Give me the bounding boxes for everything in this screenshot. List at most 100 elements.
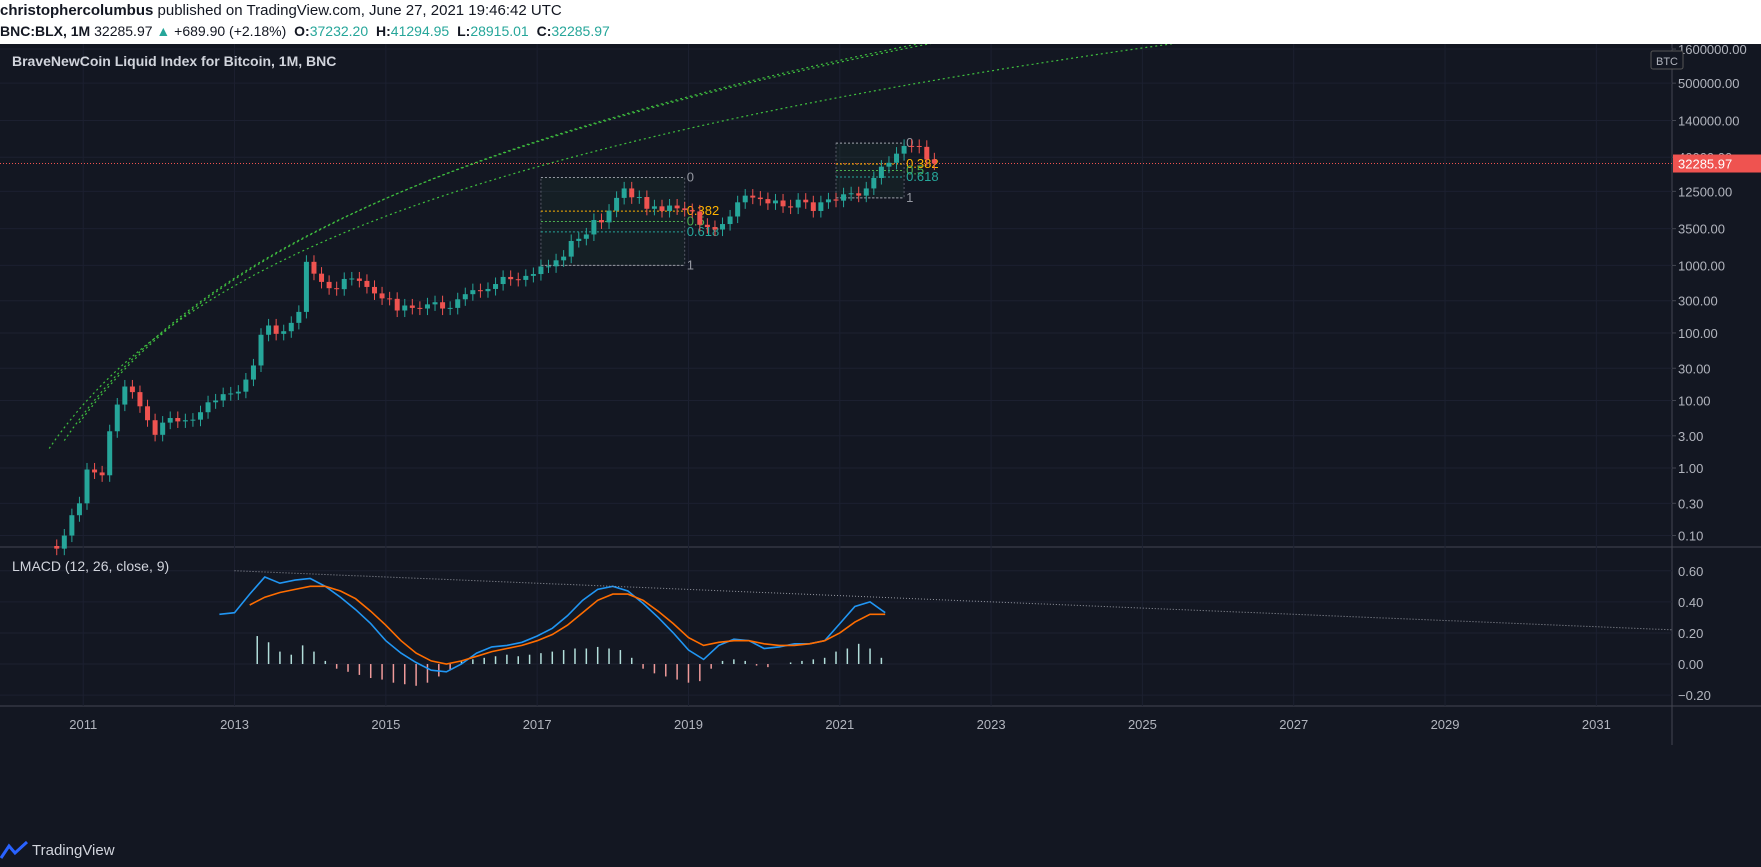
- candle-body: [523, 275, 529, 280]
- tradingview-brand[interactable]: TradingView: [0, 841, 115, 859]
- candle-body: [931, 159, 937, 164]
- candle-body: [727, 216, 733, 225]
- fib-level-label: 0.382: [687, 203, 720, 218]
- candle-body: [841, 194, 847, 201]
- candle-body: [54, 546, 60, 549]
- candle-body: [636, 197, 642, 199]
- candle-body: [349, 278, 355, 280]
- fib-level-label: 0.5: [906, 162, 924, 177]
- x-tick-label: 2011: [69, 717, 97, 732]
- candle-body: [546, 266, 552, 268]
- candle-body: [303, 261, 309, 312]
- candle-body: [205, 402, 211, 413]
- candle-body: [432, 302, 438, 305]
- macd-y-tick-label: 0.60: [1678, 564, 1703, 579]
- candle-body: [213, 400, 219, 403]
- candle-body: [750, 195, 756, 198]
- candle-body: [243, 379, 249, 392]
- fib-level-label: 0: [906, 135, 913, 150]
- fib-level-label: 0.618: [906, 169, 939, 184]
- author-name[interactable]: christophercolumbus: [0, 2, 154, 19]
- y-tick-label: 3500.00: [1678, 222, 1725, 237]
- candle-body: [735, 202, 741, 217]
- candle-body: [288, 322, 294, 332]
- growth-channel-curve: [78, 44, 921, 424]
- candle-body: [107, 431, 113, 476]
- candle-body: [371, 286, 377, 294]
- candle-body: [614, 197, 620, 211]
- candle-body: [576, 238, 582, 241]
- x-tick-label: 2023: [977, 717, 1006, 732]
- y-tick-label: 300.00: [1678, 294, 1718, 309]
- x-tick-label: 2025: [1128, 717, 1157, 732]
- x-tick-label: 2015: [371, 717, 400, 732]
- candle-body: [538, 266, 544, 275]
- publish-info: christophercolumbus published on Trading…: [0, 2, 562, 19]
- candle-body: [182, 420, 188, 422]
- fib-level-label: 1: [906, 190, 913, 205]
- candle-body: [508, 276, 514, 280]
- candle-body: [863, 188, 869, 196]
- candle-body: [644, 197, 650, 209]
- lmacd-pane: [219, 570, 1673, 686]
- candle-body: [228, 393, 234, 395]
- candle-body: [387, 298, 393, 300]
- candle-body: [145, 406, 151, 421]
- candle-body: [281, 331, 287, 334]
- symbol-label[interactable]: BNC:BLX, 1M: [0, 23, 91, 39]
- candle-body: [311, 261, 317, 274]
- growth-channel-curve: [48, 44, 1176, 449]
- candle-body: [61, 535, 67, 549]
- candle-body: [878, 166, 884, 179]
- growth-channel-curve: [63, 44, 932, 441]
- y-tick-label: 100.00: [1678, 326, 1718, 341]
- candle-body: [780, 200, 786, 207]
- candle-body: [152, 420, 158, 435]
- candle-body: [803, 199, 809, 203]
- x-tick-label: 2021: [825, 717, 854, 732]
- candle-body: [379, 293, 385, 299]
- brand-label: TradingView: [32, 841, 115, 859]
- candle-body: [84, 469, 90, 504]
- candle-body: [583, 234, 589, 239]
- lmacd-title: LMACD (12, 26, close, 9): [12, 558, 169, 574]
- currency-label: BTC: [1656, 56, 1678, 68]
- candle-body: [76, 503, 82, 516]
- y-tick-label: 0.10: [1678, 529, 1703, 544]
- candle-body: [220, 394, 226, 401]
- candle-body: [667, 205, 673, 211]
- candle-body: [871, 178, 877, 189]
- candle-body: [561, 256, 567, 261]
- tradingview-logo-icon: [0, 841, 28, 859]
- x-tick-label: 2019: [674, 717, 703, 732]
- candle-body: [114, 404, 120, 432]
- candle-body: [190, 419, 196, 421]
- y-tick-label: 3.00: [1678, 429, 1703, 444]
- candle-body: [697, 211, 703, 225]
- candle-body: [825, 199, 831, 203]
- candle-body: [356, 278, 362, 281]
- signal-line: [249, 585, 886, 665]
- candle-body: [92, 469, 98, 473]
- close-label: C:: [536, 23, 552, 39]
- candle-body: [765, 199, 771, 204]
- candle-body: [235, 391, 241, 394]
- macd-y-tick-label: 0.40: [1678, 595, 1703, 610]
- candle-body: [704, 224, 710, 228]
- candle-body: [629, 188, 635, 198]
- candle-body: [266, 325, 272, 335]
- y-tick-label: 30.00: [1678, 361, 1711, 376]
- low-value: 28915.01: [470, 23, 529, 39]
- y-tick-label: 140000.00: [1678, 113, 1739, 128]
- candle-body: [606, 210, 612, 223]
- candle-body: [493, 284, 499, 289]
- fib-level-label: 0.382: [906, 156, 939, 171]
- candle-body: [447, 307, 453, 309]
- candle-body: [909, 145, 915, 147]
- candle-body: [500, 276, 506, 285]
- candle-body: [772, 200, 778, 204]
- candle-body: [273, 325, 279, 334]
- publish-header: christophercolumbus published on Trading…: [0, 0, 1761, 44]
- candle-body: [924, 146, 930, 160]
